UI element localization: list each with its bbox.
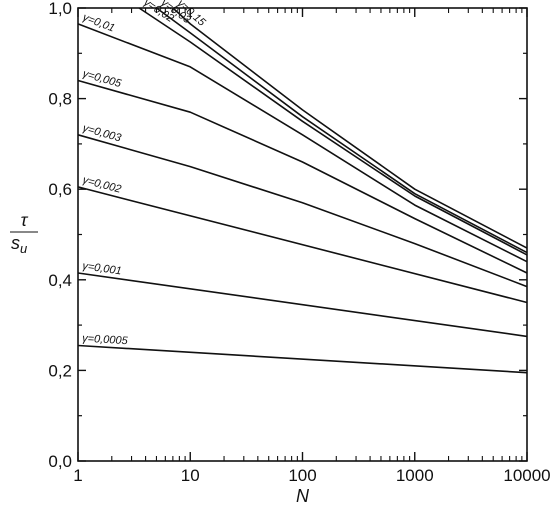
y-tick-label: 1,0 [48, 0, 72, 18]
series-line [77, 79, 528, 274]
series-line [172, 7, 528, 249]
x-tick-label: 1 [73, 466, 82, 485]
y-tick-label: 0,8 [48, 90, 72, 109]
y-axis-title: τ su [10, 210, 38, 256]
x-tick-label: 100 [288, 466, 316, 485]
y-tick-label: 0,4 [48, 271, 72, 290]
series-line [77, 272, 528, 338]
series-line [77, 186, 528, 304]
x-tick-label: 10 [181, 466, 200, 485]
series-layer [77, 7, 528, 374]
y-axis-title-numerator: τ [21, 210, 29, 230]
series-line [156, 7, 528, 254]
y-tick-label: 0,2 [48, 361, 72, 380]
tick-layer [77, 7, 528, 462]
x-axis-title: N [296, 486, 310, 506]
plot-frame [77, 7, 528, 462]
series-label: γ=0,001 [82, 260, 123, 277]
label-layer: 0,0 0,2 0,4 0,6 0,8 1,0 1 10 100 1000 10000 γ=0,000… [48, 0, 550, 485]
x-tick-label: 1000 [396, 466, 434, 485]
series-line [77, 23, 528, 263]
y-axis-title-denominator: su [11, 233, 27, 256]
y-tick-label: 0,6 [48, 180, 72, 199]
series-line [138, 7, 528, 256]
y-tick-label: 0,0 [48, 452, 72, 471]
series-line [77, 134, 528, 288]
series-label: γ=0,0005 [82, 333, 129, 348]
series-line [77, 344, 528, 374]
x-tick-label: 10000 [503, 466, 550, 485]
